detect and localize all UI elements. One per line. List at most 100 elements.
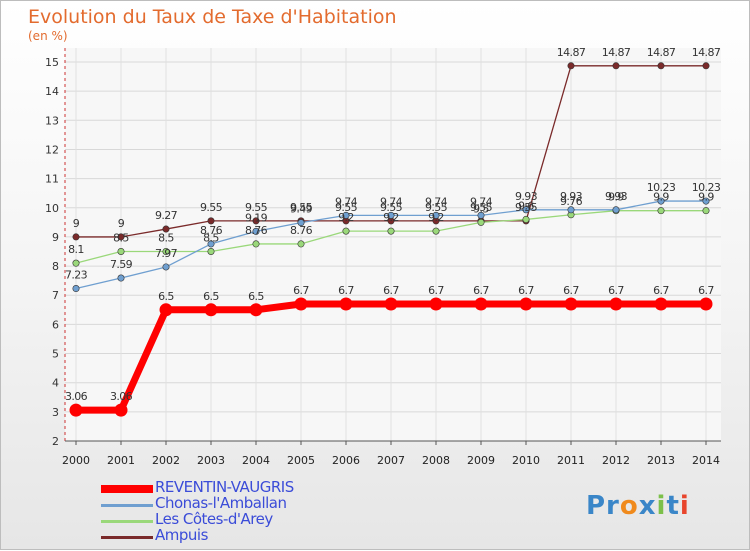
data-label: 8.76 — [200, 224, 223, 237]
data-point — [387, 211, 395, 219]
y-tick-label: 6 — [52, 318, 59, 331]
x-tick-label: 2013 — [647, 454, 675, 467]
data-point — [252, 217, 260, 225]
data-label: 6.5 — [203, 290, 219, 303]
data-label: 9 — [73, 217, 80, 230]
data-label: 6.7 — [338, 284, 354, 297]
data-label: 9.19 — [245, 211, 268, 224]
data-label: 9.49 — [290, 203, 313, 216]
data-point — [657, 207, 665, 215]
x-tick-label: 2008 — [422, 454, 450, 467]
data-point — [612, 206, 620, 214]
x-tick-label: 2011 — [557, 454, 585, 467]
data-label: 10.23 — [647, 181, 676, 194]
data-label: 8.76 — [290, 224, 313, 237]
data-label: 3.06 — [65, 390, 88, 403]
data-point — [72, 259, 80, 267]
y-tick-label: 10 — [45, 202, 59, 215]
data-label: 8.5 — [158, 232, 174, 245]
y-tick-label: 11 — [45, 173, 59, 186]
data-point — [252, 227, 260, 235]
data-point — [702, 197, 710, 205]
legend-swatch — [101, 536, 153, 539]
data-label: 9.27 — [155, 209, 178, 222]
data-label: 6.7 — [473, 284, 489, 297]
data-label: 8.76 — [245, 224, 268, 237]
data-label: 7.97 — [155, 247, 178, 260]
data-point — [72, 233, 80, 241]
data-point — [339, 297, 353, 311]
y-tick-label: 5 — [52, 348, 59, 361]
y-tick-label: 15 — [45, 56, 59, 69]
chart-title: Evolution du Taux de Taxe d'Habitation — [28, 6, 397, 28]
data-point — [522, 206, 530, 214]
data-label: 9.55 — [470, 201, 493, 214]
data-point — [162, 248, 170, 256]
data-label: 9.55 — [200, 201, 223, 214]
data-label: 14.87 — [602, 46, 631, 59]
y-tick-label: 7 — [52, 289, 59, 302]
data-label: 6.7 — [653, 284, 669, 297]
data-label: 9.55 — [245, 201, 268, 214]
data-label: 14.87 — [557, 46, 586, 59]
data-label: 6.5 — [248, 290, 264, 303]
data-label: 9.93 — [515, 190, 538, 203]
data-point — [657, 62, 665, 70]
proxiti-logo: Proxiti — [586, 491, 690, 521]
data-label: 6.7 — [608, 284, 624, 297]
data-point — [69, 403, 83, 417]
data-point — [207, 248, 215, 256]
data-point — [567, 206, 575, 214]
x-tick-label: 2014 — [692, 454, 720, 467]
data-label: 9.93 — [560, 190, 583, 203]
data-point — [384, 297, 398, 311]
data-point — [612, 62, 620, 70]
legend-swatch — [101, 504, 153, 507]
y-tick-label: 3 — [52, 406, 59, 419]
legend-label: Chonas-l'Amballan — [155, 494, 287, 512]
data-label: 9.74 — [380, 195, 403, 208]
plot-area — [65, 48, 721, 441]
y-tick-label: 12 — [45, 143, 59, 156]
data-point — [207, 217, 215, 225]
data-point — [72, 285, 80, 293]
data-point — [342, 227, 350, 235]
data-label: 9.55 — [380, 201, 403, 214]
data-point — [477, 218, 485, 226]
data-point — [117, 274, 125, 282]
data-point — [204, 303, 218, 317]
y-axis-unit: (en %) — [28, 29, 68, 43]
data-point — [387, 227, 395, 235]
legend-swatch — [101, 485, 153, 493]
data-label: 9.74 — [335, 195, 358, 208]
data-point — [342, 211, 350, 219]
data-point — [117, 233, 125, 241]
data-label: 14.87 — [647, 46, 676, 59]
data-label: 7.23 — [65, 269, 88, 282]
x-tick-label: 2007 — [377, 454, 405, 467]
data-point — [297, 240, 305, 248]
data-point — [474, 297, 488, 311]
y-tick-label: 13 — [45, 114, 59, 127]
data-label: 6.7 — [563, 284, 579, 297]
data-point — [432, 227, 440, 235]
data-label: 6.5 — [158, 290, 174, 303]
data-point — [519, 297, 533, 311]
data-point — [249, 303, 263, 317]
data-label: 9.55 — [335, 201, 358, 214]
x-tick-label: 2004 — [242, 454, 270, 467]
data-point — [294, 297, 308, 311]
data-label: 7.59 — [110, 258, 133, 271]
data-label: 6.7 — [698, 284, 714, 297]
data-point — [609, 297, 623, 311]
data-label: 9.74 — [425, 195, 448, 208]
data-label: 9.6 — [518, 199, 534, 212]
data-label: 9.2 — [338, 211, 354, 224]
x-tick-label: 2005 — [287, 454, 315, 467]
data-label: 9.93 — [605, 190, 628, 203]
data-point — [522, 215, 530, 223]
data-point — [702, 207, 710, 215]
data-label: 3.06 — [110, 390, 133, 403]
